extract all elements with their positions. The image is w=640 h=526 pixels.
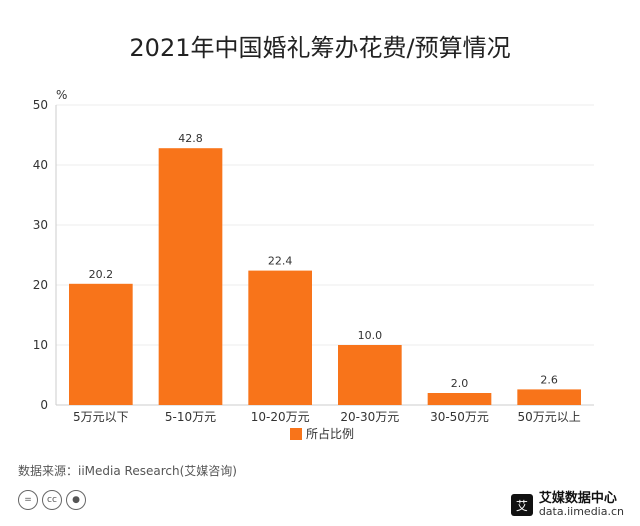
x-tick-label: 20-30万元	[340, 410, 399, 424]
y-tick-label: 40	[33, 158, 48, 172]
bar	[248, 270, 312, 405]
bar	[69, 283, 133, 405]
brand-url: data.iimedia.cn	[538, 505, 624, 519]
y-tick-label: 30	[33, 218, 48, 232]
bar	[338, 345, 402, 405]
legend-swatch	[290, 428, 302, 440]
bar	[427, 393, 492, 405]
brand-name: 艾媒数据中心	[538, 491, 617, 506]
bar-chart: 0 10 20 30 40 50% 20.2 5万元以下 42.8 5-10万元 22.4 10-20…	[33, 88, 594, 441]
x-tick-label: 30-50万元	[430, 410, 489, 424]
bar	[158, 148, 223, 405]
cc-person-icon: ●	[66, 490, 86, 510]
data-source: 数据来源：iiMedia Research(艾媒咨询)	[18, 464, 237, 478]
x-tick-label: 5万元以下	[73, 410, 129, 424]
y-tick-label: 0	[40, 398, 48, 412]
chart-title: 2021年中国婚礼筹办花费/预算情况	[129, 34, 511, 62]
data-label: 2.6	[540, 373, 558, 386]
license-icons: = cc ●	[18, 490, 86, 510]
data-label: 10.0	[358, 329, 383, 342]
data-label: 22.4	[268, 255, 293, 268]
y-tick-label: 20	[33, 278, 48, 292]
x-tick-label: 50万元以上	[518, 410, 581, 424]
y-tick-label: 10	[33, 338, 48, 352]
x-tick-label: 10-20万元	[251, 410, 310, 424]
legend-label: 所占比例	[306, 426, 354, 441]
x-tick-label: 5-10万元	[165, 410, 216, 424]
brand-mark: 艾 艾媒数据中心 data.iimedia.cn	[510, 491, 624, 519]
data-label: 2.0	[451, 377, 469, 390]
bar	[517, 389, 581, 405]
cc-equals-icon: =	[18, 490, 38, 510]
data-label: 20.2	[89, 268, 114, 281]
brand-logo-icon: 艾	[510, 494, 533, 517]
y-tick-label: 50	[33, 98, 48, 112]
data-label: 42.8	[178, 132, 203, 145]
y-axis-unit: %	[56, 88, 67, 102]
cc-icon: cc	[42, 490, 62, 510]
